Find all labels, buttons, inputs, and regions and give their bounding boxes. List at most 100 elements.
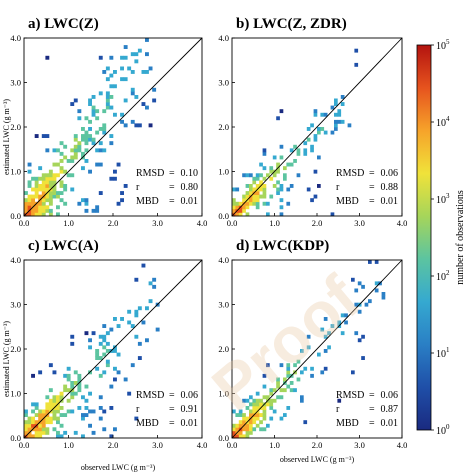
heatmap-cell <box>70 409 75 414</box>
heatmap-cell <box>334 119 338 124</box>
heatmap-cell <box>279 388 284 393</box>
heatmap-cell <box>84 134 89 138</box>
heatmap-cell <box>255 194 260 199</box>
heatmap-cell <box>235 434 240 439</box>
heatmap-cell <box>296 148 301 153</box>
heatmap-cell <box>88 169 92 174</box>
heatmap-cell <box>91 137 96 142</box>
heatmap-cell <box>242 413 246 417</box>
heatmap-cell <box>374 281 379 286</box>
heatmap-cell <box>102 338 107 343</box>
heatmap-cell <box>330 212 335 217</box>
heatmap-cell <box>45 184 50 188</box>
heatmap-cell <box>283 166 287 171</box>
heatmap-cell <box>31 423 35 428</box>
heatmap-cell <box>95 109 100 114</box>
heatmap-cell <box>340 119 345 124</box>
heatmap-cell <box>52 409 57 414</box>
heatmap-cell <box>41 176 46 181</box>
heatmap-cell <box>232 205 236 210</box>
heatmap-cell <box>27 180 32 185</box>
heatmap-cell <box>102 352 107 357</box>
heatmap-cell <box>130 363 135 368</box>
stat-value: 0.91 <box>181 404 199 415</box>
heatmap-cell <box>24 201 28 206</box>
heatmap-cell <box>116 352 121 357</box>
heatmap-cell <box>27 416 32 421</box>
heatmap-cell <box>77 144 82 149</box>
stat-value: 0.06 <box>381 390 399 401</box>
heatmap-cell <box>48 198 53 203</box>
heatmap-cell <box>252 406 257 410</box>
heatmap-cell <box>105 341 110 346</box>
y-tick-label: 4.0 <box>10 255 21 265</box>
heatmap-cell <box>276 169 280 174</box>
heatmap-cell <box>102 409 107 414</box>
heatmap-cell <box>259 420 263 425</box>
heatmap-cell <box>88 98 92 103</box>
heatmap-cell <box>120 317 124 321</box>
heatmap-cell <box>279 363 284 368</box>
heatmap-cell <box>306 137 311 142</box>
heatmap-cell <box>266 212 270 217</box>
heatmap-cell <box>24 208 28 213</box>
heatmap-cell <box>145 70 149 74</box>
heatmap-cell <box>289 162 294 167</box>
one-to-one-line <box>231 259 403 439</box>
heatmap-cell <box>276 180 280 185</box>
heatmap-cell <box>52 162 57 167</box>
stat-value: 0.06 <box>381 168 399 179</box>
stat-equals: = <box>169 390 175 401</box>
heatmap-cell <box>34 194 39 199</box>
heatmap-cell <box>105 95 110 99</box>
heatmap-cell <box>303 141 308 146</box>
heatmap-cell <box>286 406 291 410</box>
heatmap-cell <box>70 395 75 400</box>
heatmap-cell <box>137 356 142 360</box>
heatmap-cell <box>38 201 43 206</box>
heatmap-cell <box>269 194 274 199</box>
colorbar-gradient <box>416 44 432 431</box>
stat-name: RMSD <box>336 390 364 401</box>
heatmap-cell <box>109 84 114 89</box>
heatmap-cell <box>137 341 142 346</box>
heatmap-cell <box>262 184 267 188</box>
heatmap-cell <box>41 187 46 192</box>
heatmap-cell <box>272 409 277 414</box>
heatmap-cell <box>31 198 35 203</box>
heatmap-cell <box>262 166 267 171</box>
heatmap-cell <box>123 45 128 49</box>
heatmap-cell <box>259 173 263 178</box>
heatmap-cell <box>31 409 35 414</box>
heatmap-cell <box>31 434 35 439</box>
heatmap-cell <box>357 309 362 314</box>
heatmap-cell <box>361 356 365 360</box>
heatmap-cell <box>266 173 270 178</box>
heatmap-cell <box>24 423 28 428</box>
heatmap-cell <box>38 212 43 217</box>
heatmap-cell <box>73 148 78 153</box>
heatmap-cell <box>351 277 355 282</box>
heatmap-cell <box>357 338 362 343</box>
heatmap-cell <box>130 119 135 124</box>
heatmap-cell <box>259 180 263 185</box>
heatmap-cell <box>283 388 287 393</box>
heatmap-cell <box>262 187 267 192</box>
y-tick-label: 4.0 <box>10 33 21 43</box>
heatmap-cell <box>317 352 321 357</box>
heatmap-cell <box>63 155 68 160</box>
heatmap-cell <box>269 416 274 421</box>
heatmap-cell <box>155 327 160 332</box>
heatmap-cell <box>148 299 153 304</box>
heatmap-cell <box>130 91 135 96</box>
heatmap-cell <box>52 173 57 178</box>
y-tick-label: 3.0 <box>10 78 21 88</box>
heatmap-cell <box>98 162 103 167</box>
heatmap-cell <box>81 413 85 417</box>
heatmap-cell <box>109 406 114 410</box>
heatmap-cell <box>279 109 284 114</box>
heatmap-cell <box>88 345 92 350</box>
heatmap-cell <box>245 427 250 432</box>
heatmap-cell <box>102 123 107 128</box>
heatmap-cell <box>102 148 107 153</box>
